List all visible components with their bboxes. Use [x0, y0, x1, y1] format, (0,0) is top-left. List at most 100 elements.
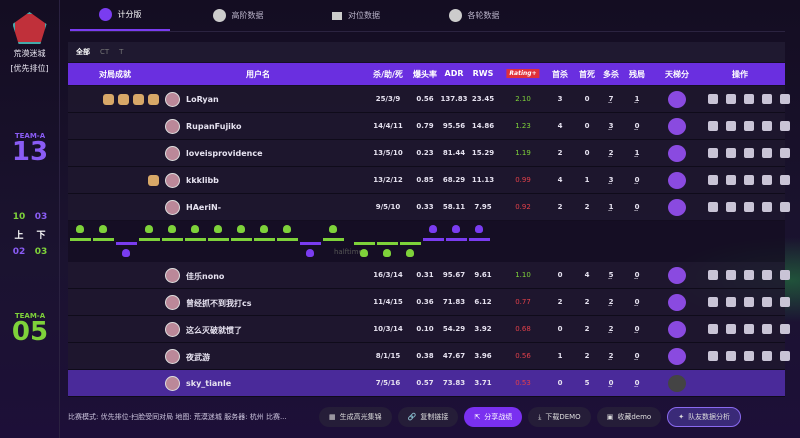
round-bar[interactable]: [400, 242, 421, 245]
avatar[interactable]: [165, 173, 180, 188]
favorite-demo-button[interactable]: ▣ 收藏demo: [596, 407, 662, 427]
stat-clutch[interactable]: 0: [634, 122, 640, 130]
avatar[interactable]: [165, 376, 180, 391]
block-icon[interactable]: [762, 351, 772, 361]
col-kda[interactable]: 杀/助/死: [373, 70, 403, 79]
report-icon[interactable]: [726, 94, 736, 104]
round-bar[interactable]: [323, 238, 344, 241]
round-bar[interactable]: [277, 238, 298, 241]
block-icon[interactable]: [762, 324, 772, 334]
filter-all[interactable]: 全部: [76, 48, 90, 56]
round-bar[interactable]: [185, 238, 206, 241]
highlights-button[interactable]: ▦ 生成高光集锦: [319, 407, 392, 427]
report-icon[interactable]: [726, 351, 736, 361]
add-friend-icon[interactable]: [708, 148, 718, 158]
avatar[interactable]: [165, 295, 180, 310]
username[interactable]: 这么灭破就惯了: [186, 326, 242, 335]
like-icon[interactable]: [744, 324, 754, 334]
report-icon[interactable]: [726, 121, 736, 131]
stat-multi[interactable]: 3: [608, 122, 614, 130]
block-icon[interactable]: [762, 297, 772, 307]
player-row[interactable]: sky_tianle 7/5/16 0.57 73.83 3.71 0.53 0 5 0 0: [68, 370, 785, 397]
round-bar[interactable]: [377, 242, 398, 245]
round-bar[interactable]: [208, 238, 229, 241]
download-demo-button[interactable]: ⤓ 下载DEMO: [528, 407, 591, 427]
round-bar[interactable]: [162, 238, 183, 241]
stat-clutch[interactable]: 0: [634, 271, 640, 279]
stat-clutch[interactable]: 0: [634, 203, 640, 211]
report-icon[interactable]: [726, 202, 736, 212]
tab-versus[interactable]: 对位数据: [306, 0, 406, 31]
stat-multi[interactable]: 0: [608, 379, 614, 387]
versus-icon[interactable]: [780, 121, 790, 131]
report-icon[interactable]: [726, 148, 736, 158]
stat-multi[interactable]: 5: [608, 271, 614, 279]
tab-advanced[interactable]: 高阶数据: [188, 0, 288, 31]
add-friend-icon[interactable]: [708, 324, 718, 334]
like-icon[interactable]: [744, 94, 754, 104]
like-icon[interactable]: [744, 202, 754, 212]
stat-multi[interactable]: 3: [608, 176, 614, 184]
round-bar[interactable]: [300, 242, 321, 245]
username[interactable]: RupanFujiko: [186, 122, 242, 131]
player-row[interactable]: 这么灭破就惯了 10/3/14 0.10 54.29 3.92 0.68 0 2 2 0: [68, 316, 790, 343]
username[interactable]: kkklibb: [186, 176, 219, 185]
col-ladder[interactable]: 天梯分: [665, 70, 689, 79]
like-icon[interactable]: [744, 175, 754, 185]
block-icon[interactable]: [762, 121, 772, 131]
col-adr[interactable]: ADR: [444, 69, 464, 78]
add-friend-icon[interactable]: [708, 175, 718, 185]
like-icon[interactable]: [744, 297, 754, 307]
stat-clutch[interactable]: 0: [634, 176, 640, 184]
round-bar[interactable]: [116, 242, 137, 245]
player-row[interactable]: 夜武游 8/1/15 0.38 47.67 3.96 0.56 1 2 2 0: [68, 343, 790, 370]
avatar[interactable]: [165, 268, 180, 283]
versus-icon[interactable]: [780, 94, 790, 104]
stat-clutch[interactable]: 1: [634, 149, 640, 157]
tab-rounds[interactable]: 各轮数据: [424, 0, 524, 31]
report-icon[interactable]: [726, 324, 736, 334]
username[interactable]: 佳乐nono: [186, 272, 225, 281]
copy-link-button[interactable]: 🔗 复制链接: [397, 407, 459, 427]
block-icon[interactable]: [762, 202, 772, 212]
stat-clutch[interactable]: 0: [634, 325, 640, 333]
share-button[interactable]: ⇱ 分享战绩: [464, 407, 523, 427]
stat-multi[interactable]: 2: [608, 298, 614, 306]
stat-clutch[interactable]: 0: [634, 298, 640, 306]
round-bar[interactable]: [446, 238, 467, 241]
avatar[interactable]: [165, 119, 180, 134]
player-row[interactable]: 佳乐nono 16/3/14 0.31 95.67 9.61 1.10 0 4 5 0: [68, 262, 790, 289]
col-clutch[interactable]: 残局: [629, 70, 645, 79]
avatar[interactable]: [165, 349, 180, 364]
round-bar[interactable]: [93, 238, 114, 241]
round-bar[interactable]: [231, 238, 252, 241]
like-icon[interactable]: [744, 121, 754, 131]
username[interactable]: 曾经抓不到我打cs: [186, 299, 252, 308]
like-icon[interactable]: [744, 351, 754, 361]
col-first-kill[interactable]: 首杀: [552, 70, 568, 79]
like-icon[interactable]: [744, 148, 754, 158]
round-bar[interactable]: [254, 238, 275, 241]
versus-icon[interactable]: [780, 270, 790, 280]
username[interactable]: 夜武游: [186, 353, 210, 362]
stat-multi[interactable]: 2: [608, 325, 614, 333]
player-row[interactable]: RupanFujiko 14/4/11 0.79 95.56 14.86 1.23 4 0 3 0: [68, 113, 790, 140]
add-friend-icon[interactable]: [708, 121, 718, 131]
versus-icon[interactable]: [780, 202, 790, 212]
versus-icon[interactable]: [780, 351, 790, 361]
username[interactable]: sky_tianle: [186, 379, 232, 388]
stat-multi[interactable]: 1: [608, 203, 614, 211]
stat-clutch[interactable]: 0: [634, 352, 640, 360]
report-icon[interactable]: [726, 297, 736, 307]
teammate-analysis-button[interactable]: ✦ 队友数据分析: [667, 407, 742, 427]
report-icon[interactable]: [726, 270, 736, 280]
avatar[interactable]: [165, 200, 180, 215]
col-multikill[interactable]: 多杀: [603, 70, 619, 79]
stat-clutch[interactable]: 0: [634, 379, 640, 387]
versus-icon[interactable]: [780, 324, 790, 334]
versus-icon[interactable]: [780, 297, 790, 307]
filter-ct[interactable]: CT: [100, 48, 110, 56]
stat-multi[interactable]: 7: [608, 95, 614, 103]
block-icon[interactable]: [762, 94, 772, 104]
player-row[interactable]: kkklibb 13/2/12 0.85 68.29 11.13 0.99 4 1 3 0: [68, 167, 790, 194]
